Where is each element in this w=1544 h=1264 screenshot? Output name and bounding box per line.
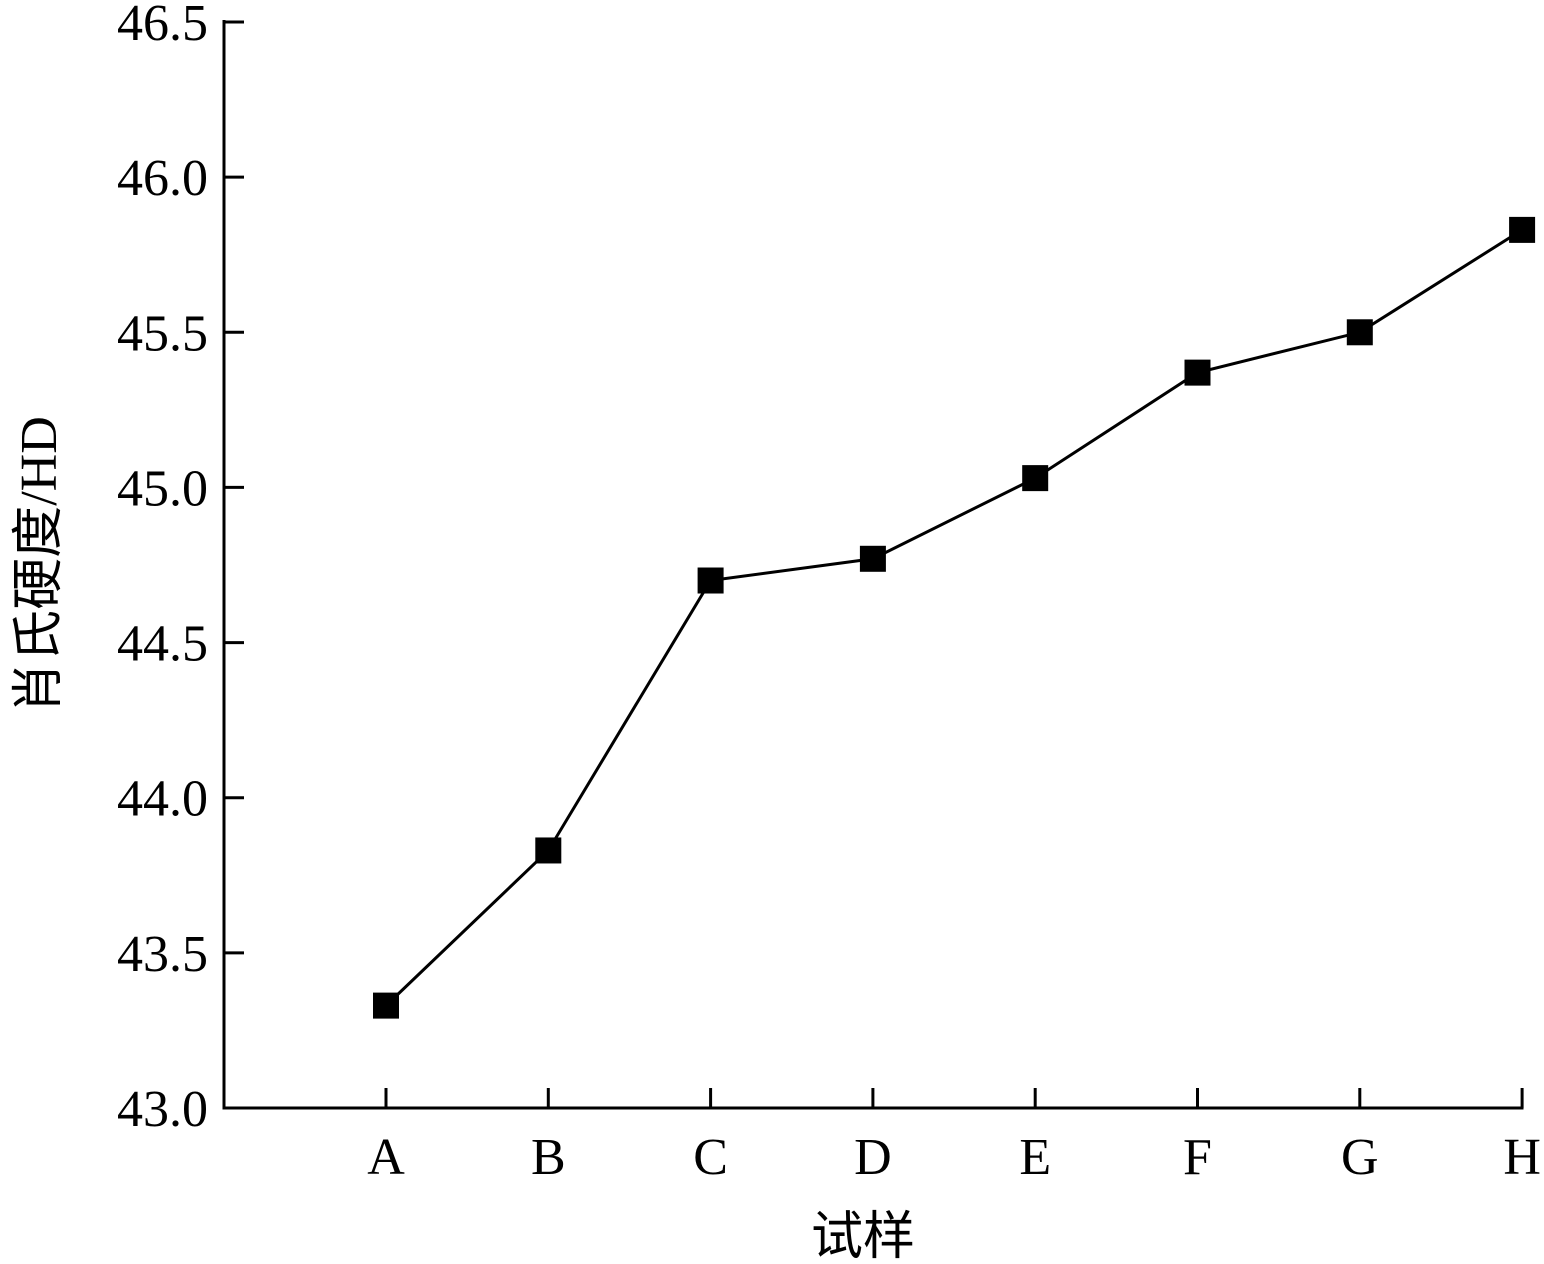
data-point-marker	[373, 992, 399, 1019]
x-tick-label: H	[1503, 1129, 1541, 1186]
y-ticks: 43.0 43.5 44.0 44.5 45.0 45.5 46.0 46.5	[117, 0, 244, 1138]
data-point-marker	[1509, 216, 1536, 243]
y-tick-label: 46.5	[117, 0, 208, 52]
series-group	[373, 216, 1536, 1019]
x-tick-label: A	[367, 1129, 405, 1186]
x-tick-label: C	[693, 1129, 728, 1186]
x-ticks: A B C D E F G H	[367, 1088, 1541, 1186]
y-tick-label: 46.0	[117, 150, 208, 207]
x-axis-title: 试样	[811, 1209, 915, 1264]
data-point-marker	[859, 545, 886, 572]
data-point-marker	[1022, 465, 1049, 492]
x-tick-label: D	[854, 1129, 892, 1186]
y-tick-label: 45.0	[117, 460, 208, 517]
data-point-marker	[1346, 319, 1373, 346]
y-axis-title: 肖氏硬度/HD	[11, 416, 68, 714]
x-tick-label: B	[531, 1129, 566, 1186]
y-tick-label: 45.5	[117, 305, 208, 362]
series-line	[384, 228, 1523, 1007]
y-tick-label: 43.0	[117, 1081, 208, 1138]
data-point-marker	[1184, 359, 1211, 386]
x-tick-label: F	[1183, 1129, 1212, 1186]
y-tick-label: 43.5	[117, 926, 208, 983]
x-tick-label: G	[1341, 1129, 1379, 1186]
data-point-marker	[697, 567, 724, 594]
y-tick-label: 44.5	[117, 616, 208, 673]
x-tick-label: E	[1019, 1129, 1051, 1186]
y-tick-label: 44.0	[117, 771, 208, 828]
data-point-marker	[535, 837, 562, 864]
